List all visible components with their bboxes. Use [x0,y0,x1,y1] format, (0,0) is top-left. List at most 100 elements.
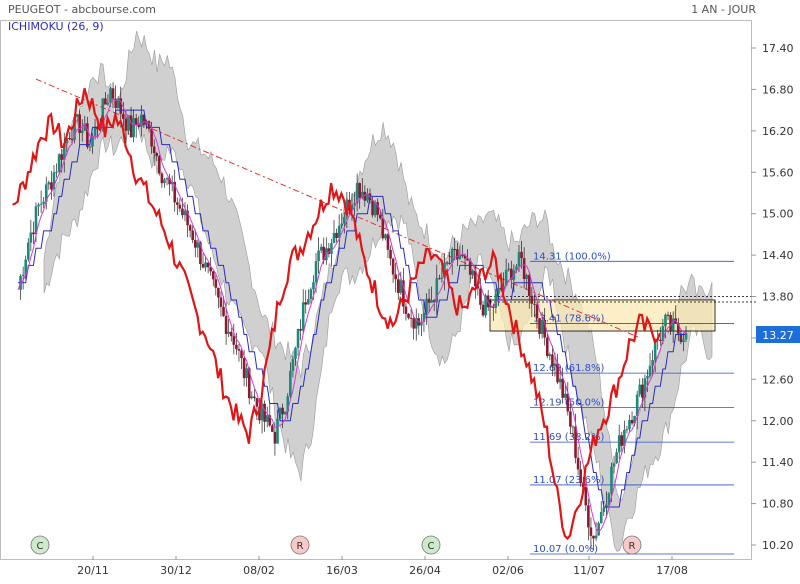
candle-body [522,258,526,279]
candle-body [291,359,295,371]
candle-body [420,321,423,326]
candle-body [353,203,356,205]
candle-body [628,419,631,430]
candle-body [651,359,654,366]
candle-body [21,274,25,277]
y-tick-label: 11.40 [762,456,794,469]
candle-body [70,138,74,140]
candle-body [445,262,449,264]
candle-body [404,306,408,314]
candle-body [584,487,588,506]
y-tick-label: 17.40 [762,42,794,55]
candle-body [648,365,652,377]
candle-body [638,384,642,395]
candle-body [294,347,297,360]
candle-body [319,246,323,251]
candle-body [358,183,362,198]
candle-body [440,277,444,279]
y-tick-label: 15.00 [762,208,794,221]
candle-body [599,511,603,524]
candle-body [88,146,92,148]
candle-body [253,396,256,398]
candle-body [250,396,254,399]
candle-body [111,88,115,99]
candle-body [307,299,310,305]
y-tick-label: 13.80 [762,291,794,304]
candle-body [101,98,105,125]
candle-body [666,314,670,316]
candle-body [612,463,616,467]
x-tick-label: 08/02 [243,564,275,577]
candle-body [163,179,166,184]
candle-body [188,225,192,231]
candle-body [222,306,225,316]
candle-body [68,138,71,140]
candle-body [407,313,410,318]
candle-body [183,210,187,216]
candle-body [548,354,552,357]
candle-body [134,118,138,125]
candle-body [671,318,675,331]
candle-body [527,274,531,296]
signal-marker [30,535,50,555]
candle-body [468,260,472,275]
candle-body [646,376,649,379]
candle-body [191,230,195,241]
candle-body [245,368,248,379]
last-price-value: 13.27 [762,329,794,342]
candle-body [65,138,69,144]
candle-body [258,406,261,421]
x-tick-label: 11/07 [573,564,605,577]
signal-marker-label: C [428,541,435,552]
candle-body [641,384,644,398]
signal-marker-label: R [297,541,304,552]
candle-body [391,258,395,275]
last-price-badge: 13.27 [756,326,800,343]
candle-body [476,286,480,289]
candle-body [201,263,205,268]
candle-body [597,523,600,536]
candle-body [509,268,513,280]
candle-body [312,282,315,290]
candle-body [592,535,595,539]
candle-body [376,202,379,215]
ichimoku-lines [12,88,687,541]
candle-body [456,249,459,259]
candle-body [556,363,559,383]
candle-body [561,378,564,398]
candle-body [425,298,428,313]
candle-body [39,203,43,205]
candle-body [127,115,130,131]
candle-body [219,297,223,307]
signal-marker [421,535,441,555]
candle-body [271,425,274,432]
candle-body [122,113,125,119]
candle-body [684,333,688,340]
candle-body [283,411,287,415]
fib-level-label: 11.69 (38.2%) [533,432,604,443]
candle-body [617,435,621,453]
x-tick-label: 16/03 [326,564,358,577]
candle-body [301,302,305,331]
candle-body [60,154,63,160]
candle-body [217,287,220,298]
candle-body [381,218,385,239]
candle-body [199,242,202,264]
candle-body [152,146,156,154]
kumo-area [43,31,713,552]
x-tick-label: 17/08 [656,564,688,577]
candle-body [96,126,99,130]
candle-body [119,98,123,114]
y-tick-label: 15.60 [762,166,794,179]
candle-body [335,232,338,239]
candle-body [330,243,333,254]
candle-body [155,153,159,157]
y-tick-label: 14.40 [762,249,794,262]
y-tick-label: 12.00 [762,415,794,428]
candle-body [373,202,377,216]
candle-body [181,208,184,216]
candle-body [558,378,562,383]
candle-body [116,98,120,109]
candle-body [545,337,549,357]
fib-level-label: 11.07 (23.6%) [533,475,604,486]
